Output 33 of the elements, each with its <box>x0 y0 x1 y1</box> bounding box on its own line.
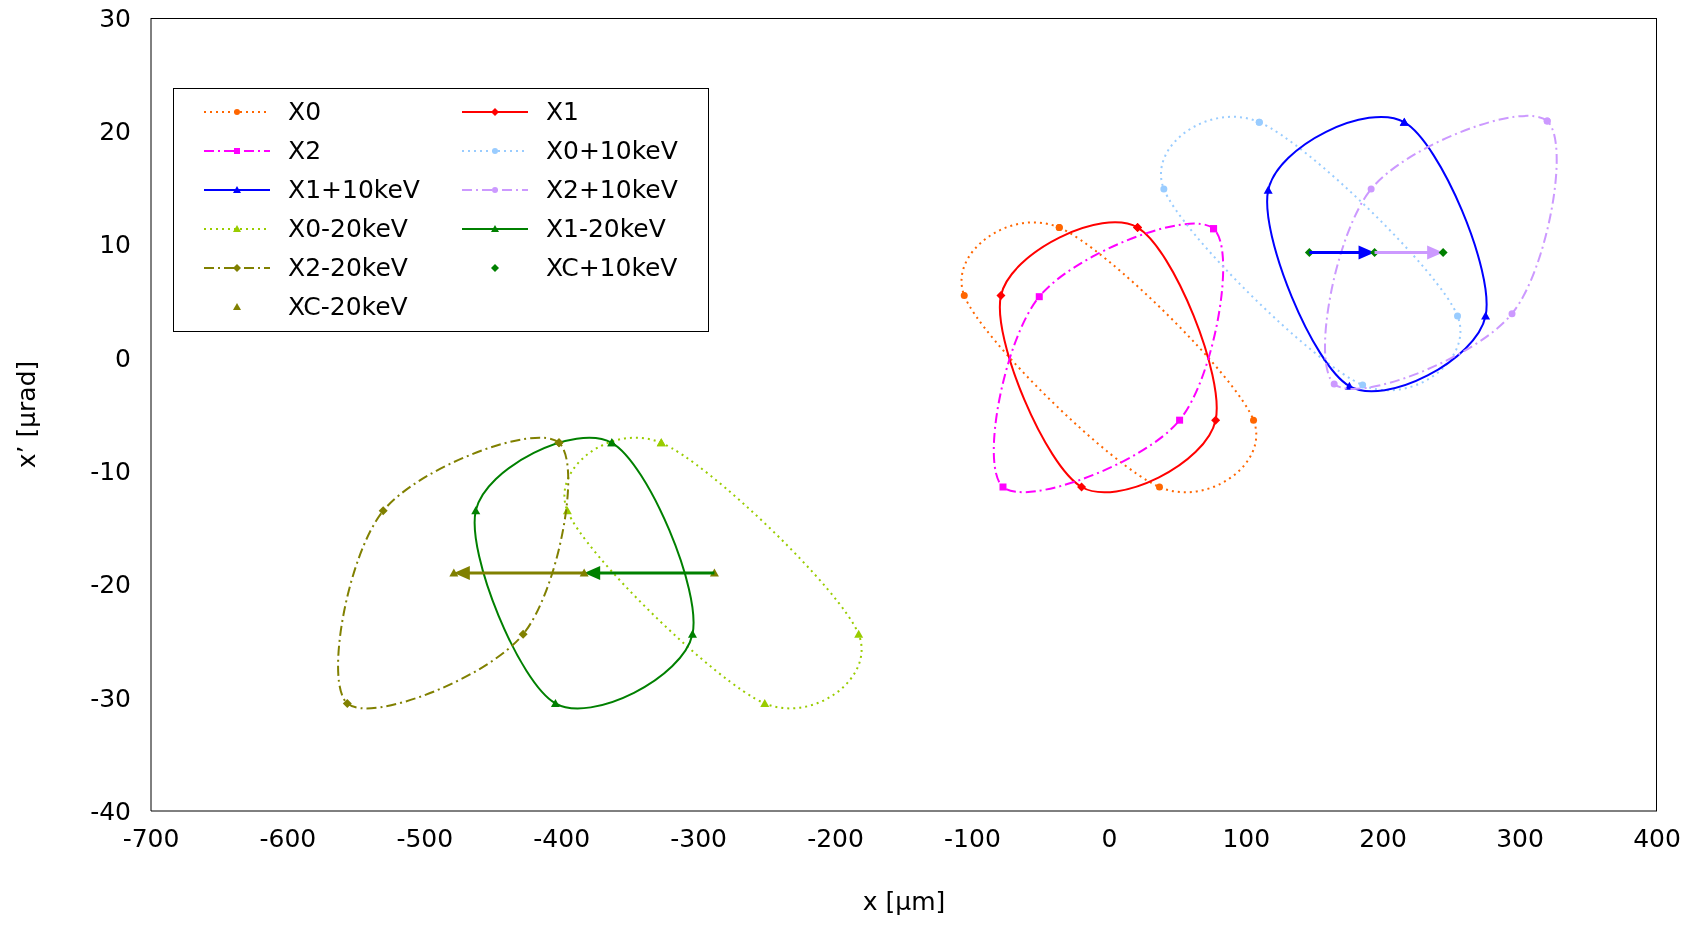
legend-label: XC-20keV <box>288 292 408 321</box>
x-tick-label: -300 <box>670 823 728 853</box>
y-tick-label: 0 <box>115 343 131 373</box>
legend-label: X2-20keV <box>288 253 408 282</box>
x-tick-label: 200 <box>1359 823 1408 853</box>
legend-label: X1-20keV <box>545 214 666 243</box>
x-tick-label: 100 <box>1222 823 1271 853</box>
x-tick-label: -200 <box>807 823 864 853</box>
x-axis-title: x [μm] <box>862 887 946 916</box>
y-tick-label: 10 <box>99 230 131 260</box>
legend-label: X2+10keV <box>545 175 678 204</box>
y-tick-label: -40 <box>90 796 131 826</box>
legend-label: X1 <box>545 97 579 126</box>
legend-label: X0-20keV <box>288 214 408 243</box>
x-tick-label: -700 <box>122 823 180 853</box>
y-tick-label: -20 <box>90 570 131 600</box>
legend-label: X0 <box>288 97 322 126</box>
y-tick-label: -10 <box>90 457 131 487</box>
y-tick-label: -30 <box>90 683 131 713</box>
x-tick-label: 0 <box>1101 823 1118 853</box>
legend-label: XC+10keV <box>545 253 678 282</box>
x-tick-label: 400 <box>1633 823 1681 853</box>
x-tick-label: -500 <box>396 823 454 853</box>
legend-label: X0+10keV <box>545 136 678 165</box>
x-tick-label: -400 <box>533 823 591 853</box>
legend-label: X2 <box>288 136 322 165</box>
y-tick-label: 20 <box>99 117 131 147</box>
y-tick-label: 30 <box>99 3 131 33</box>
x-tick-label: 300 <box>1496 823 1544 853</box>
legend-label: X1+10keV <box>288 175 420 204</box>
x-tick-label: -600 <box>259 823 317 853</box>
y-axis-title: x’ [μrad] <box>11 360 41 469</box>
x-tick-label: -100 <box>944 823 1001 853</box>
